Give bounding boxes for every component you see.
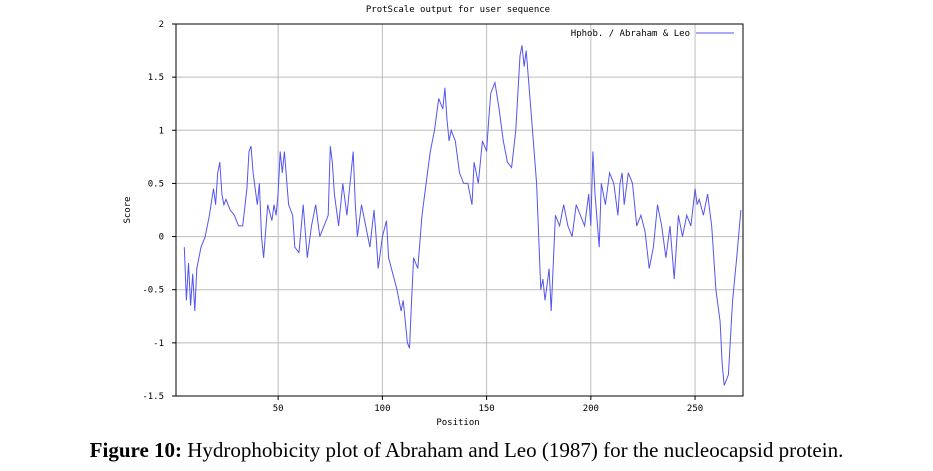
x-tick-label: 250: [687, 404, 703, 414]
plot-area: [175, 23, 744, 397]
y-axis-ticks: -1.5 -1 -0.5 0 0.5 1 1.5 2: [142, 20, 176, 402]
x-tick-label: 50: [273, 404, 284, 414]
x-axis-ticks: 50 100 150 200 250: [273, 396, 703, 414]
y-axis-label: Score: [123, 196, 133, 223]
chart-title: ProtScale output for user sequence: [366, 5, 550, 15]
y-tick-label: 0: [159, 233, 164, 243]
y-tick-label: 2: [159, 20, 164, 30]
y-tick-label: 1.5: [148, 73, 164, 83]
legend: Hphob. / Abraham & Leo: [571, 29, 734, 39]
figure-caption: Figure 10: Hydrophobicity plot of Abraha…: [0, 438, 933, 463]
grid-lines: [176, 24, 743, 396]
y-tick-label: 1: [159, 126, 164, 136]
y-tick-label: -1: [153, 339, 164, 349]
series-line-hphob: [183, 45, 742, 386]
x-axis-label: Position: [436, 418, 479, 428]
y-tick-label: -1.5: [142, 392, 164, 402]
figure-caption-text: Hydrophobicity plot of Abraham and Leo (…: [187, 438, 844, 462]
legend-label: Hphob. / Abraham & Leo: [571, 29, 690, 39]
figure-caption-label: Figure 10:: [89, 438, 183, 462]
x-tick-label: 150: [478, 404, 494, 414]
x-tick-label: 100: [374, 404, 390, 414]
x-tick-label: 200: [583, 404, 599, 414]
y-tick-label: -0.5: [142, 286, 164, 296]
y-tick-label: 0.5: [148, 179, 164, 189]
